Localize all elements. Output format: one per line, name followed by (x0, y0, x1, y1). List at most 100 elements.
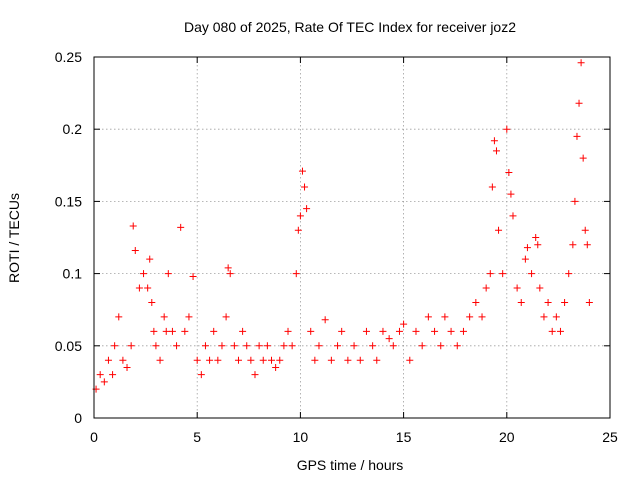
data-point (307, 327, 315, 335)
data-point (210, 327, 218, 335)
data-point (441, 313, 449, 321)
data-point (507, 190, 515, 198)
data-point (177, 223, 185, 231)
data-point (164, 270, 172, 278)
data-point (109, 371, 117, 379)
data-point (321, 316, 329, 324)
data-point (150, 327, 158, 335)
data-point (135, 284, 143, 292)
data-point (561, 298, 569, 306)
data-point (243, 342, 251, 350)
data-point (412, 327, 420, 335)
data-point (334, 342, 342, 350)
data-point (437, 342, 445, 350)
data-point (144, 284, 152, 292)
data-point (540, 313, 548, 321)
data-point (385, 335, 393, 343)
data-point (495, 226, 503, 234)
data-point (327, 356, 335, 364)
data-point (544, 298, 552, 306)
data-point (579, 154, 587, 162)
data-point (156, 356, 164, 364)
x-tick-label: 15 (396, 429, 412, 445)
data-point (521, 255, 529, 263)
data-point (424, 313, 432, 321)
data-point (575, 99, 583, 107)
data-point (577, 59, 585, 67)
data-point (148, 298, 156, 306)
data-point (301, 183, 309, 191)
data-point (571, 197, 579, 205)
chart-title: Day 080 of 2025, Rate Of TEC Index for r… (184, 19, 516, 35)
data-point (185, 313, 193, 321)
data-point (234, 356, 242, 364)
data-point (338, 327, 346, 335)
data-point (255, 342, 263, 350)
data-point (418, 342, 426, 350)
y-tick-label: 0.25 (55, 49, 82, 65)
data-point (315, 342, 323, 350)
y-tick-labels: 0 0.05 0.1 0.15 0.2 0.25 (55, 49, 82, 426)
data-point (453, 342, 461, 350)
data-point (294, 226, 302, 234)
data-point (569, 241, 577, 249)
data-point (96, 371, 104, 379)
data-point (201, 342, 209, 350)
y-tick-label: 0 (74, 410, 82, 426)
data-point (344, 356, 352, 364)
data-point (532, 234, 540, 241)
data-point (162, 327, 170, 335)
data-point (100, 378, 108, 386)
data-point (548, 327, 556, 335)
data-point (104, 356, 112, 364)
data-point (362, 327, 370, 335)
data-point (127, 342, 135, 350)
x-tick-label: 0 (90, 429, 98, 445)
y-tick-label: 0.05 (55, 338, 82, 354)
data-point (181, 327, 189, 335)
axis-ticks (93, 56, 611, 419)
data-points (92, 59, 593, 393)
data-point (189, 272, 197, 280)
data-point (140, 270, 148, 278)
y-tick-label: 0.1 (63, 266, 83, 282)
data-point (230, 342, 238, 350)
plot-frame (93, 56, 611, 419)
data-point (222, 313, 230, 321)
data-point (276, 356, 284, 364)
data-point (224, 264, 232, 272)
data-point (350, 342, 358, 350)
data-point (517, 298, 525, 306)
data-point (466, 313, 474, 321)
x-tick-labels: 0 5 10 15 20 25 (90, 429, 618, 445)
data-point (146, 255, 154, 263)
data-point (298, 167, 306, 175)
data-point (356, 356, 364, 364)
data-point (193, 356, 201, 364)
data-point (303, 205, 311, 213)
data-point (206, 356, 214, 364)
data-point (523, 244, 531, 252)
data-point (296, 212, 304, 220)
data-point (552, 313, 560, 321)
data-point (288, 342, 296, 350)
x-axis-label: GPS time / hours (297, 457, 404, 473)
data-point (214, 356, 222, 364)
data-point (226, 270, 234, 278)
data-point (369, 342, 377, 350)
data-point (490, 137, 498, 145)
data-point (505, 169, 513, 177)
y-axis-label: ROTI / TECUs (6, 193, 22, 283)
data-point (263, 342, 271, 350)
data-point (251, 371, 259, 379)
data-point (431, 327, 439, 335)
data-point (528, 270, 536, 278)
data-point (268, 356, 276, 364)
data-point (218, 342, 226, 350)
data-point (173, 342, 181, 350)
data-point (152, 342, 160, 350)
data-point (503, 125, 511, 133)
data-point (160, 313, 168, 321)
data-point (573, 132, 581, 140)
